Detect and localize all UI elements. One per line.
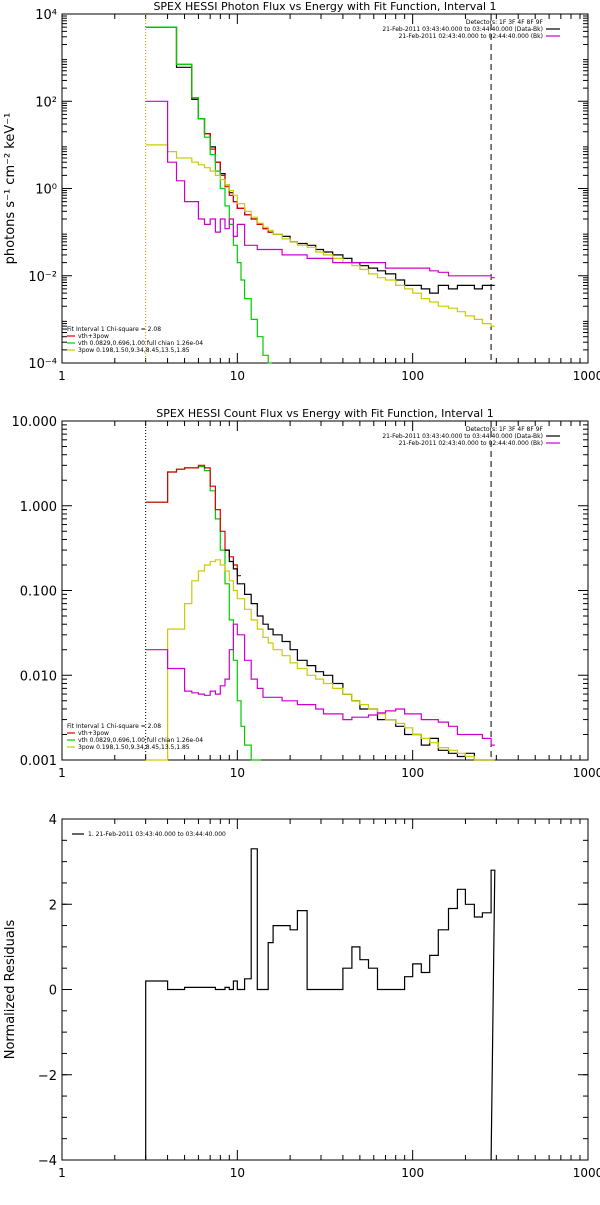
y-tick-label: 0 [49,984,57,999]
x-tick-label: 1000 [573,766,600,780]
y-tick-label: 1.000 [20,500,57,515]
series-0-step-line [146,849,495,1160]
y-tick-label: 10⁰ [35,183,57,198]
series-1-step-line [146,465,241,575]
fit-legend-text: vth+3pow [78,333,109,340]
x-tick-label: 1 [58,1166,66,1180]
x-tick-label: 100 [401,369,424,383]
x-tick-label: 10 [230,1166,245,1180]
residuals-panel: 1 10 100 1000 −4 −2 0 2 4 Normalized Residuals 1. … [3,813,600,1180]
top-legend-text: Detectors: 1F 3F 4F 8F 9F [466,19,544,26]
series-1-step-line [146,27,272,232]
top-legend-text: 21-Feb-2011 02:43:40.000 to 02:44:40.000… [399,440,543,447]
x-tick-label: 100 [401,766,424,780]
top-legend-text: 21-Feb-2011 03:43:40.000 to 03:44:40.000… [382,26,543,33]
series-3-step-line [146,560,495,760]
fit-legend-text: Fit Interval 1 Chi-square = 2.08 [67,723,161,730]
series-0-step-line [146,467,261,760]
fit-legend-text: 3pow 0.198,1.50,9.34,8.45,13.5,1.85 [78,744,190,751]
x-tick-label: 1000 [573,1166,600,1180]
x-tick-label: 100 [401,1166,424,1180]
top-legend-text: Detectors: 1F 3F 4F 8F 9F [466,426,544,433]
series-4-step-line [146,101,495,277]
x-tick-label: 10 [230,766,245,780]
x-tick-label: 1000 [573,369,600,383]
photon-flux-panel: SPEX HESSI Photon Flux vs Energy with Fi… [3,0,600,383]
series-4-step-line [146,624,495,745]
y-axis-title: photons s⁻¹ cm⁻² keV⁻¹ [3,113,18,265]
series-2-step-line [225,550,495,760]
y-tick-label: 10⁻² [28,270,57,285]
plot-frame [62,421,588,760]
top-legend-text: 21-Feb-2011 03:43:40.000 to 03:44:40.000… [382,433,543,440]
chart-title: SPEX HESSI Count Flux vs Energy with Fit… [156,407,493,420]
y-tick-label: 2 [49,898,57,913]
y-tick-label: 10² [35,95,57,110]
y-tick-label: 0.001 [20,754,57,769]
y-tick-label: 10.000 [12,415,58,430]
fit-legend-text: vth+3pow [78,730,109,737]
y-tick-label: −4 [38,1154,57,1169]
fit-legend-text: Fit Interval 1 Chi-square = 2.08 [67,326,161,333]
y-tick-label: −2 [38,1069,57,1084]
y-tick-label: 0.100 [20,585,57,600]
legend-text: 1. 21-Feb-2011 03:43:40.000 to 03:44:40.… [88,831,226,838]
series-3-step-line [146,145,495,326]
y-tick-label: 10⁴ [35,8,57,23]
y-tick-label: 10⁻⁴ [28,357,57,372]
fit-legend-text: vth 0.0829,0.696,1.00 full chian 1.26e-0… [78,737,203,744]
y-tick-label: 4 [49,813,57,828]
fit-legend-text: 3pow 0.198,1.50,9.34,8.45,13.5,1.85 [78,347,190,354]
series-2-step-line [146,27,272,363]
x-tick-label: 10 [230,369,245,383]
x-tick-label: 1 [58,369,66,383]
y-tick-label: 0.010 [20,669,57,684]
x-tick-label: 1 [58,766,66,780]
fit-legend-text: vth 0.0829,0.696,1.00 full chian 1.26e-0… [78,340,203,347]
plot-frame [62,14,588,363]
y-axis-title: Normalized Residuals [3,920,18,1060]
series-0-step-line [146,27,495,293]
chart-title: SPEX HESSI Photon Flux vs Energy with Fi… [153,0,496,13]
count-flux-panel: SPEX HESSI Count Flux vs Energy with Fit… [12,407,600,780]
top-legend-text: 21-Feb-2011 02:43:40.000 to 02:44:40.000… [399,33,543,40]
